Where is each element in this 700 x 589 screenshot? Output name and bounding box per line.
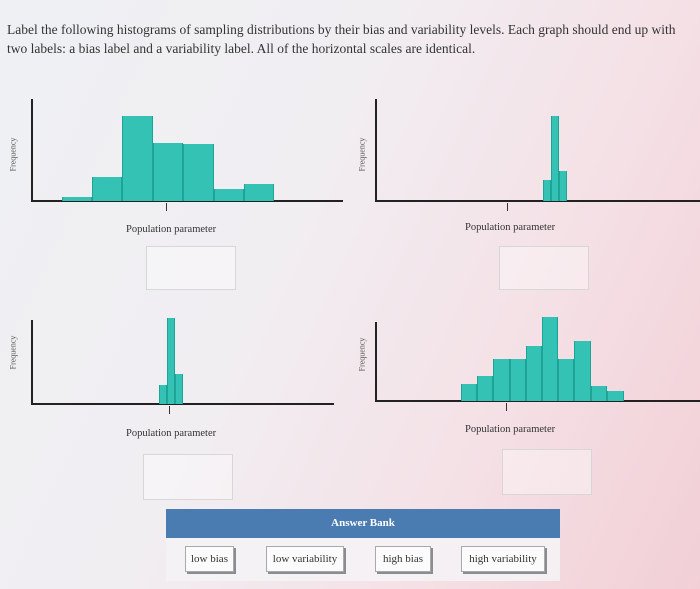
population-parameter-label: Population parameter	[126, 224, 217, 235]
histogram-bar	[510, 359, 526, 401]
label-drop-zone-4[interactable]	[502, 449, 592, 495]
population-parameter-label: Population parameter	[126, 428, 217, 439]
instructions-text: Label the following histograms of sampli…	[7, 22, 676, 56]
population-parameter-tick	[506, 403, 507, 411]
answer-chip-high-variability[interactable]: high variability	[461, 546, 545, 572]
y-axis	[31, 320, 33, 405]
histogram-bar	[551, 116, 559, 201]
histogram-bar	[122, 115, 153, 201]
label-drop-zone-3[interactable]	[143, 454, 233, 500]
histogram-bar	[559, 171, 567, 201]
answer-chip-high-bias[interactable]: high bias	[375, 546, 431, 572]
y-axis-label: Frequency	[8, 335, 18, 370]
x-axis	[31, 200, 343, 202]
histogram-bars	[543, 116, 567, 201]
histogram-bar	[591, 385, 607, 401]
histogram-bar	[526, 346, 542, 401]
answer-bank: Answer Bank low bias low variability hig…	[166, 509, 560, 581]
population-parameter-label: Population parameter	[465, 424, 556, 435]
population-parameter-label: Population parameter	[465, 222, 556, 233]
histogram-bar	[159, 385, 167, 404]
y-axis	[375, 322, 377, 402]
histogram-bar	[493, 359, 510, 401]
histogram-bar	[461, 384, 477, 401]
histogram-bar	[153, 142, 183, 201]
histogram-bar	[175, 373, 183, 404]
x-axis	[375, 200, 700, 202]
answer-bank-title: Answer Bank	[166, 509, 560, 538]
histogram-bar	[214, 188, 244, 201]
label-drop-zone-1[interactable]	[146, 246, 236, 290]
histogram-bar	[62, 196, 92, 201]
y-axis-label: Frequency	[357, 337, 367, 372]
x-axis	[31, 403, 334, 405]
histogram-bar	[558, 359, 574, 401]
y-axis	[31, 99, 33, 202]
y-axis	[375, 99, 377, 202]
y-axis-label: Frequency	[8, 137, 18, 172]
answer-chip-low-bias[interactable]: low bias	[185, 546, 234, 572]
histogram-bar	[542, 317, 558, 401]
population-parameter-tick	[169, 406, 170, 414]
histogram-bar	[92, 176, 122, 201]
histogram-bar	[607, 390, 624, 401]
histogram-bars	[159, 318, 183, 404]
label-drop-zone-2[interactable]	[499, 246, 589, 290]
histogram-bar	[167, 318, 175, 404]
histogram-bar	[183, 144, 214, 201]
histogram-bar	[477, 375, 493, 401]
histogram-bar	[244, 183, 274, 201]
histogram-bars	[461, 317, 624, 401]
answer-chip-low-variability[interactable]: low variability	[266, 546, 344, 572]
population-parameter-tick	[507, 203, 508, 211]
x-axis	[375, 400, 700, 402]
y-axis-label: Frequency	[357, 137, 367, 172]
population-parameter-tick	[166, 203, 167, 211]
histogram-bar	[543, 179, 551, 201]
histogram-bar	[574, 340, 591, 401]
histogram-bars	[62, 115, 274, 201]
